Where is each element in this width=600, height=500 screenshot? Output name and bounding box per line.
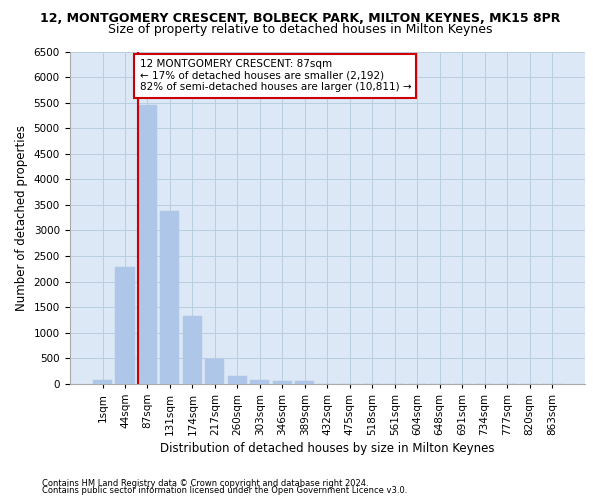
Bar: [183, 316, 202, 384]
X-axis label: Distribution of detached houses by size in Milton Keynes: Distribution of detached houses by size …: [160, 442, 494, 455]
Text: 12, MONTGOMERY CRESCENT, BOLBECK PARK, MILTON KEYNES, MK15 8PR: 12, MONTGOMERY CRESCENT, BOLBECK PARK, M…: [40, 12, 560, 26]
Text: Contains public sector information licensed under the Open Government Licence v3: Contains public sector information licen…: [42, 486, 407, 495]
Bar: [228, 376, 247, 384]
Bar: [295, 382, 314, 384]
Text: Size of property relative to detached houses in Milton Keynes: Size of property relative to detached ho…: [108, 22, 492, 36]
Bar: [205, 360, 224, 384]
Bar: [93, 380, 112, 384]
Bar: [273, 382, 292, 384]
Y-axis label: Number of detached properties: Number of detached properties: [15, 124, 28, 310]
Bar: [138, 105, 157, 384]
Bar: [115, 268, 134, 384]
Text: Contains HM Land Registry data © Crown copyright and database right 2024.: Contains HM Land Registry data © Crown c…: [42, 478, 368, 488]
Bar: [250, 380, 269, 384]
Bar: [160, 211, 179, 384]
Text: 12 MONTGOMERY CRESCENT: 87sqm
← 17% of detached houses are smaller (2,192)
82% o: 12 MONTGOMERY CRESCENT: 87sqm ← 17% of d…: [140, 59, 411, 92]
